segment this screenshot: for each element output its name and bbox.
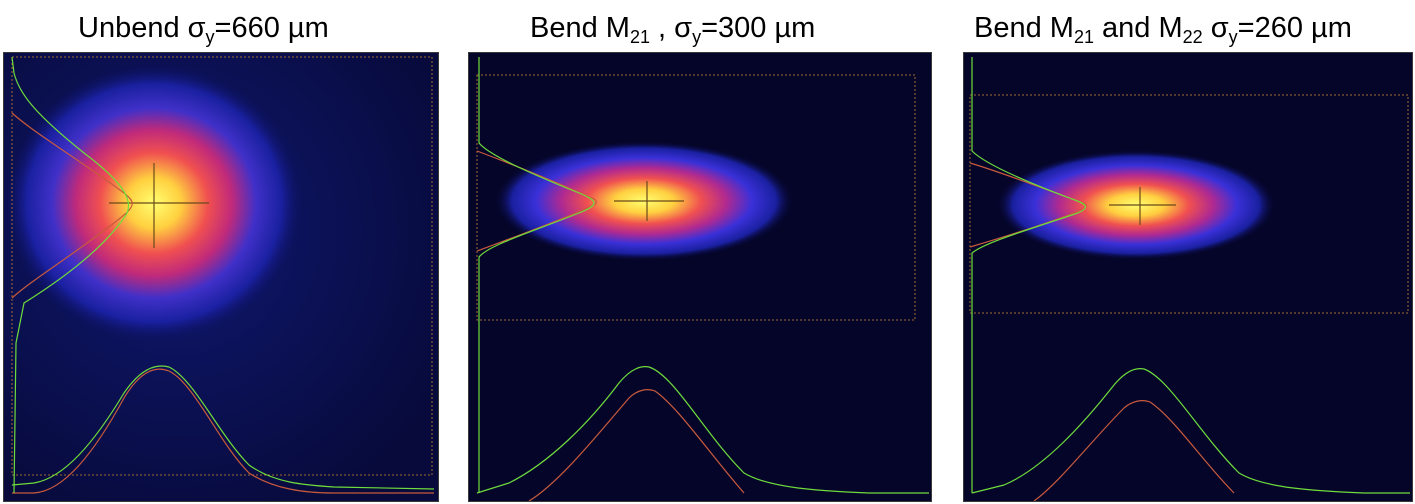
measured-profile-vertical [971,57,1087,493]
roi-box [11,56,433,476]
panel-title-bend-m21: Bend M21 , σy=300 µm [530,12,816,47]
beam-image-bend-m21 [468,52,932,502]
fit-profile-horizontal [528,389,745,501]
background [964,53,1412,501]
measured-profile-horizontal [11,365,435,490]
panel-title-bend-m21-m22: Bend M21 and M22 σy=260 µm [974,12,1352,47]
measured-profile-horizontal [476,366,929,494]
fit-profile-horizontal [1033,400,1235,501]
fit-profile-horizontal [12,368,434,494]
beam-image-bend-m21-m22-svg [964,53,1412,501]
beam-image-unbend-svg [4,53,438,501]
beam-image-unbend [3,52,439,502]
measured-profile-horizontal [971,368,1410,494]
panel-title-unbend: Unbend σy=660 µm [78,12,329,47]
measured-profile-vertical [11,56,130,494]
measured-profile-vertical [478,57,595,493]
background [469,53,931,501]
beam-image-bend-m21-svg [469,53,931,501]
roi-box [476,74,916,321]
beam-image-bend-m21-m22 [963,52,1413,502]
fit-profile-vertical [11,112,133,299]
